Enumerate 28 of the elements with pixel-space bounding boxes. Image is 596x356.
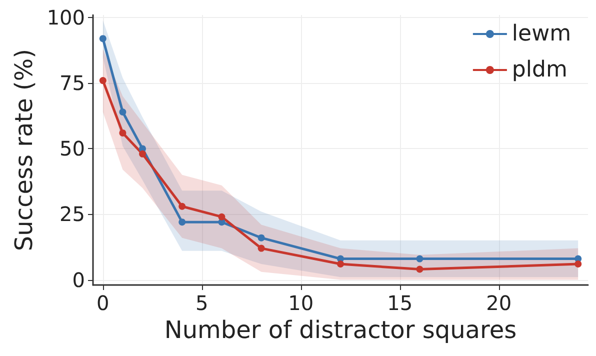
point xyxy=(258,244,265,252)
legend-label: pldm xyxy=(512,58,568,82)
x-tick-label: 20 xyxy=(486,291,512,315)
point xyxy=(178,202,186,210)
point xyxy=(574,260,582,268)
y-tick-label: 50 xyxy=(60,136,85,161)
y-axis-title: Success rate (%) xyxy=(10,48,38,252)
point xyxy=(416,266,424,273)
y-tick-label: 75 xyxy=(60,71,85,96)
point xyxy=(218,213,226,220)
y-tick-label: 0 xyxy=(72,268,85,292)
point xyxy=(99,35,106,42)
point xyxy=(337,260,344,268)
x-tick-label: 5 xyxy=(196,291,208,315)
point xyxy=(178,218,186,226)
y-tick-label: 25 xyxy=(60,202,85,226)
y-tick-label: 100 xyxy=(46,6,85,30)
x-tick-label: 10 xyxy=(288,291,314,315)
x-axis-title: Number of distractor squares xyxy=(164,316,517,344)
point xyxy=(99,77,106,84)
x-tick-label: 0 xyxy=(96,291,110,315)
point xyxy=(119,129,126,136)
legend-label: lewm xyxy=(512,22,572,46)
point xyxy=(258,234,265,242)
point xyxy=(416,255,424,262)
point xyxy=(119,108,126,116)
x-tick-label: 15 xyxy=(387,291,413,315)
point xyxy=(139,150,146,158)
